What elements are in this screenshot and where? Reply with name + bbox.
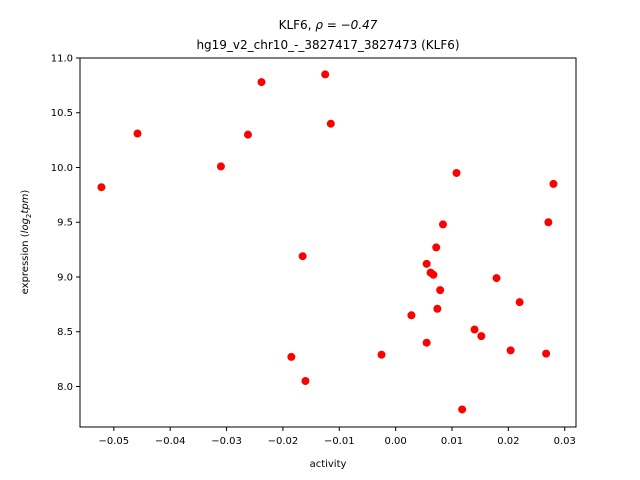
x-tick-label: −0.04: [155, 436, 186, 447]
data-point-10: [377, 350, 386, 359]
y-tick-label: 11.0: [51, 54, 73, 65]
x-tick-label: −0.01: [324, 436, 355, 447]
data-point-18: [436, 286, 445, 295]
x-axis-ticks: −0.05 −0.04 −0.03 −0.02 −0.01 0.00 0.01 0.02 0.0…: [98, 427, 576, 447]
data-point-0: [97, 183, 106, 192]
plot-area-frame: [79, 57, 577, 428]
data-point-7: [301, 377, 310, 386]
data-point-26: [515, 298, 524, 307]
data-point-1: [133, 129, 142, 138]
data-point-24: [492, 274, 501, 283]
data-point-12: [422, 259, 431, 268]
data-points: [97, 70, 558, 414]
y-tick-label: 10.0: [51, 163, 73, 174]
data-point-13: [422, 338, 431, 347]
x-tick-label: 0.02: [497, 436, 519, 447]
data-point-22: [470, 325, 479, 334]
y-tick-label: 10.5: [51, 108, 73, 119]
data-point-20: [452, 168, 461, 177]
x-tick-label: −0.02: [268, 436, 299, 447]
y-tick-label: 8.0: [57, 382, 73, 393]
data-point-3: [243, 130, 252, 139]
data-point-25: [506, 346, 515, 355]
data-point-19: [438, 220, 447, 229]
data-point-11: [407, 311, 416, 320]
data-point-15: [429, 270, 438, 279]
chart-title: KLF6, ρ = −0.47: [279, 18, 378, 32]
y-tick-label: 8.5: [57, 327, 73, 338]
chart-subtitle: hg19_v2_chr10_-_3827417_3827473 (KLF6): [196, 38, 459, 52]
x-tick-label: −0.05: [98, 436, 129, 447]
y-axis-ticks: 8.0 8.5 9.0 9.5 10.0 10.5 11.0: [51, 54, 80, 393]
x-tick-label: 0.03: [554, 436, 576, 447]
x-axis-label: activity: [310, 459, 347, 470]
data-point-29: [549, 179, 558, 188]
data-point-4: [257, 78, 266, 87]
data-point-8: [321, 70, 330, 79]
data-point-27: [542, 349, 551, 358]
data-point-5: [287, 352, 296, 361]
data-point-23: [477, 332, 486, 341]
data-point-21: [458, 405, 467, 414]
y-axis-label: expression (log2tpm): [20, 190, 33, 295]
x-tick-label: 0.01: [441, 436, 463, 447]
data-point-17: [433, 304, 442, 313]
data-point-28: [544, 218, 553, 227]
data-point-16: [432, 243, 441, 252]
x-tick-label: 0.00: [385, 436, 407, 447]
data-point-9: [326, 119, 335, 128]
data-point-2: [216, 162, 225, 171]
y-tick-label: 9.0: [57, 272, 73, 283]
x-tick-label: −0.03: [211, 436, 242, 447]
data-point-6: [298, 252, 307, 261]
y-tick-label: 9.5: [57, 218, 73, 229]
